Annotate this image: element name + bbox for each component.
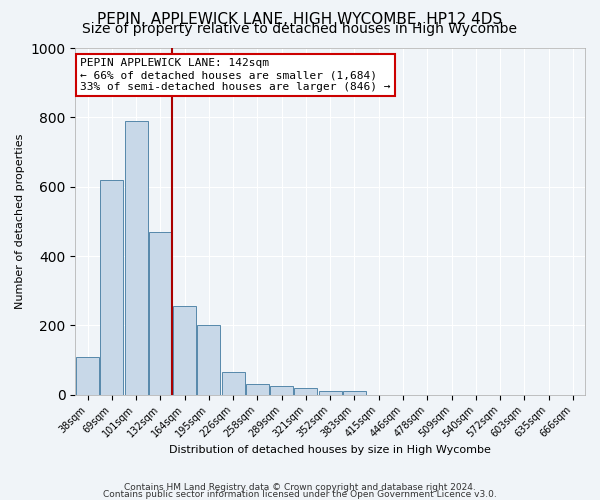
Bar bbox=[270, 386, 293, 394]
Y-axis label: Number of detached properties: Number of detached properties bbox=[15, 134, 25, 309]
Text: Contains public sector information licensed under the Open Government Licence v3: Contains public sector information licen… bbox=[103, 490, 497, 499]
Bar bbox=[319, 392, 342, 394]
Bar bbox=[76, 356, 99, 395]
X-axis label: Distribution of detached houses by size in High Wycombe: Distribution of detached houses by size … bbox=[169, 445, 491, 455]
Bar bbox=[221, 372, 245, 394]
Bar bbox=[173, 306, 196, 394]
Bar bbox=[100, 180, 124, 394]
Text: Size of property relative to detached houses in High Wycombe: Size of property relative to detached ho… bbox=[83, 22, 517, 36]
Text: Contains HM Land Registry data © Crown copyright and database right 2024.: Contains HM Land Registry data © Crown c… bbox=[124, 484, 476, 492]
Bar bbox=[295, 388, 317, 394]
Bar bbox=[343, 390, 366, 394]
Bar bbox=[197, 326, 220, 394]
Text: PEPIN APPLEWICK LANE: 142sqm
← 66% of detached houses are smaller (1,684)
33% of: PEPIN APPLEWICK LANE: 142sqm ← 66% of de… bbox=[80, 58, 391, 92]
Bar bbox=[246, 384, 269, 394]
Bar bbox=[125, 121, 148, 394]
Text: PEPIN, APPLEWICK LANE, HIGH WYCOMBE, HP12 4DS: PEPIN, APPLEWICK LANE, HIGH WYCOMBE, HP1… bbox=[97, 12, 503, 28]
Bar bbox=[149, 232, 172, 394]
